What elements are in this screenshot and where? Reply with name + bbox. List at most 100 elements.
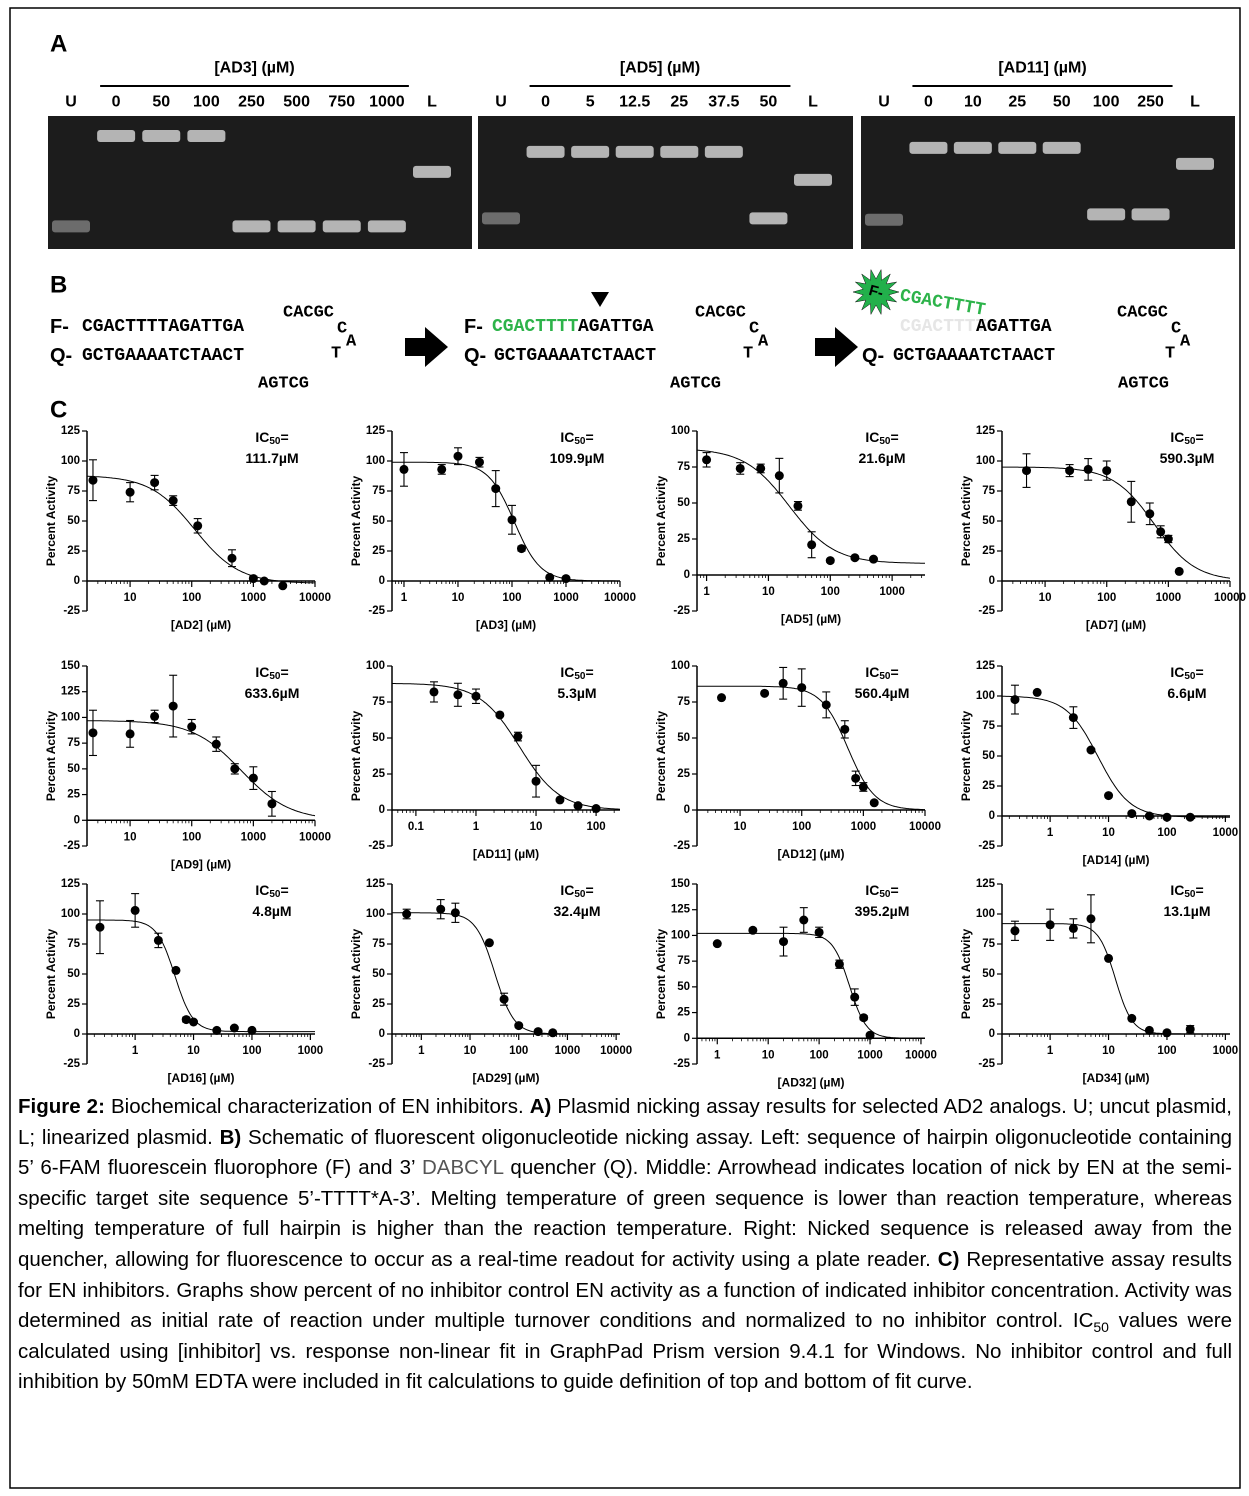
x-tick-label: 10: [762, 1049, 775, 1061]
data-point: [248, 574, 258, 584]
ic50-value: 109.9µM: [550, 450, 605, 466]
x-axis-label: [AD9] (µM): [171, 857, 231, 871]
data-point: [514, 1021, 524, 1031]
data-point: [1144, 1025, 1154, 1035]
y-tick-label: 0: [379, 575, 385, 587]
lane-label: 0: [924, 94, 933, 111]
ic50-prefix: IC: [560, 882, 574, 898]
y-tick-label: 50: [677, 981, 690, 993]
ic50-title: IC50=: [865, 429, 898, 447]
y-tick-label: 125: [366, 878, 386, 890]
x-tick-label: 100: [821, 586, 840, 598]
y-tick-label: 100: [366, 455, 385, 467]
sequence: AGATTGA: [578, 317, 654, 337]
data-point: [1185, 1024, 1195, 1034]
y-tick-label: 25: [67, 998, 80, 1010]
y-tick-label: -25: [978, 605, 995, 617]
chart: -25 0 25 50 75 100 125 1 10 100 1000 10000 [AD3] (µM…: [349, 425, 636, 632]
data-point: [229, 1023, 239, 1033]
ic50-title: IC50=: [255, 664, 288, 682]
caption-text: DABCYL: [422, 1156, 504, 1180]
y-tick-label: 125: [671, 904, 691, 916]
x-tick-label: 1000: [555, 1045, 581, 1057]
ic50-value: 6.6µM: [1167, 685, 1206, 701]
scheme-middle: F- CGACTTTT AGATTGA CACGC C A T Q- GCTGA…: [464, 292, 769, 394]
y-tick-label: 75: [677, 696, 690, 708]
ic50-title: IC50=: [865, 664, 898, 682]
data-point: [1185, 812, 1195, 822]
gel-band: [794, 173, 832, 186]
data-point: [807, 540, 817, 550]
data-point: [193, 521, 203, 531]
data-point: [230, 764, 240, 774]
ic50-subscript: 50: [879, 436, 891, 447]
x-axis-label: [AD34] (µM): [1083, 1071, 1150, 1085]
data-point: [735, 463, 745, 473]
data-point: [840, 724, 850, 734]
fit-curve: [697, 932, 925, 1039]
fit-curve: [87, 475, 315, 584]
fit-curve: [392, 461, 620, 582]
y-tick-label: 50: [67, 968, 80, 980]
gel-band: [953, 141, 992, 154]
fit-curve: [697, 685, 925, 811]
lane-label: 25: [1008, 94, 1026, 111]
lane-label: L: [1190, 94, 1200, 111]
ic50-equals: =: [585, 882, 593, 898]
fit-curve: [392, 683, 621, 810]
gel-title: [AD5] (µM): [620, 60, 700, 77]
data-point: [484, 938, 494, 948]
data-point: [748, 925, 758, 935]
y-tick-label: 50: [372, 968, 385, 980]
data-point: [453, 690, 463, 700]
y-axis-label: Percent Activity: [44, 929, 58, 1020]
ic50-title: IC50=: [1170, 429, 1203, 447]
lane-label: 0: [112, 94, 121, 111]
lane-label: U: [65, 94, 77, 111]
data-point: [212, 1025, 222, 1035]
y-tick-label: 100: [671, 660, 690, 672]
data-point: [869, 554, 879, 564]
y-tick-label: 50: [67, 763, 80, 775]
x-tick-label: 1000: [241, 831, 267, 843]
data-point: [227, 553, 237, 563]
data-point: [150, 711, 160, 721]
y-axis-label: Percent Activity: [44, 476, 58, 567]
fluor: F-: [50, 316, 69, 338]
gel-image: [861, 116, 1235, 249]
y-tick-label: -25: [673, 840, 690, 852]
data-point: [1174, 566, 1184, 576]
data-point: [851, 773, 861, 783]
sequence: CGACTTTT: [492, 317, 579, 337]
gel-band: [52, 220, 90, 233]
quencher: Q-: [862, 345, 884, 367]
ic50-equals: =: [890, 429, 898, 445]
data-point: [278, 581, 288, 591]
data-point: [561, 574, 571, 584]
y-tick-label: 25: [372, 545, 385, 557]
gel-band: [1131, 208, 1170, 221]
data-point: [1104, 953, 1114, 963]
fluor: F-: [867, 282, 885, 302]
data-point: [779, 937, 789, 947]
data-point: [834, 959, 844, 969]
data-point: [187, 722, 197, 732]
data-point: [1065, 466, 1075, 476]
y-tick-label: 50: [372, 732, 385, 744]
x-tick-label: 1000: [857, 1049, 883, 1061]
fit-curve: [87, 919, 315, 1033]
x-tick-label: 10: [1102, 827, 1115, 839]
x-tick-label: 10000: [909, 821, 941, 833]
caption-text: Schematic of fluorescent oligonucleotide…: [18, 1125, 1233, 1180]
data-point: [471, 691, 481, 701]
gel-band: [367, 220, 406, 233]
y-tick-label: -25: [368, 605, 385, 617]
lane-label: L: [427, 94, 437, 111]
data-point: [825, 556, 835, 566]
y-tick-label: 125: [61, 878, 81, 890]
y-axis-label: Percent Activity: [349, 711, 363, 802]
ic50-value: 5.3µM: [557, 685, 596, 701]
y-tick-label: 150: [61, 660, 80, 672]
y-tick-label: 125: [61, 425, 81, 437]
data-point: [1126, 497, 1136, 507]
